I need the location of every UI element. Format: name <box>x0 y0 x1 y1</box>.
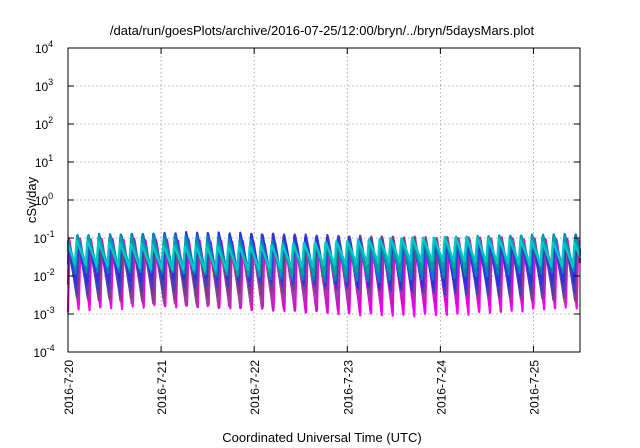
y-tick-label: 103 <box>35 77 53 94</box>
x-axis-label: Coordinated Universal Time (UTC) <box>222 430 421 445</box>
axes: 10-4 10-3 10-2 10-1 100 101 102 103 104 2016-7-20… <box>33 39 581 415</box>
y-tick-label: 100 <box>35 191 53 208</box>
y-tick-label: 10-4 <box>33 343 54 360</box>
x-tick-label: 2016-7-21 <box>155 360 169 415</box>
x-tick-label: 2016-7-23 <box>341 360 355 415</box>
chart-title: /data/run/goesPlots/archive/2016-07-25/1… <box>110 23 535 38</box>
y-tick-label: 102 <box>35 115 53 132</box>
series-group <box>66 231 582 318</box>
y-tick-label: 10-3 <box>33 305 54 322</box>
y-tick-label: 10-1 <box>33 229 54 246</box>
series-line <box>66 232 582 283</box>
y-tick-label: 101 <box>35 153 53 170</box>
x-tick-label: 2016-7-24 <box>434 360 448 415</box>
plot-frame <box>67 47 581 353</box>
x-tick-label: 2016-7-25 <box>527 360 541 415</box>
y-tick-label: 10-2 <box>33 267 54 284</box>
series-line <box>66 236 582 272</box>
x-tick-label: 2016-7-22 <box>248 360 262 415</box>
x-tick-label: 2016-7-20 <box>62 360 76 415</box>
y-axis-label: cSv/day <box>24 176 39 223</box>
y-tick-label: 104 <box>35 39 53 56</box>
